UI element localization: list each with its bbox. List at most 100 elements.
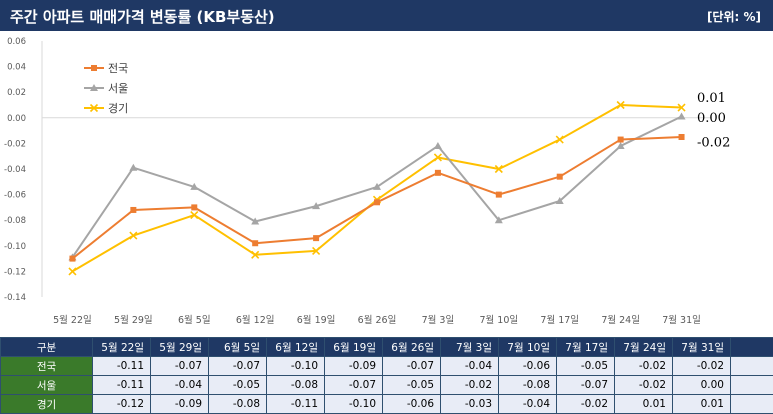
table-cell: -0.08 [267,376,325,395]
legend-label: 전국 [108,62,128,75]
end-value-label: -0.02 [697,135,730,150]
table-cell: -0.07 [557,376,615,395]
table-cell: 0.01 [615,395,673,414]
legend-marker [91,65,97,71]
table-cell: -0.05 [383,376,441,395]
x-tick-label: 7월 24일 [601,314,640,326]
table-cell: -0.05 [209,376,267,395]
x-tick-label: 6월 26일 [358,314,397,326]
legend-label: 서울 [108,82,128,95]
x-tick-label: 7월 17일 [540,314,579,326]
table-row: 서울 -0.11 -0.04 -0.05 -0.08 -0.07 -0.05 -… [1,376,773,395]
table-cell: -0.09 [325,357,383,376]
table-cell: -0.07 [325,376,383,395]
data-point [313,235,319,241]
table-cell: -0.04 [151,376,209,395]
y-tick-label: 0.04 [7,63,26,73]
data-point [129,164,137,171]
y-tick-label: -0.12 [4,267,26,277]
data-point [69,256,75,262]
table-header-row: 구분 5월 22일 5월 29일 6월 5일 6월 12일 6월 19일 6월 … [1,338,773,357]
column-header: 6월 12일 [267,338,325,357]
column-header: 7월 10일 [499,338,557,357]
data-point [679,134,685,140]
table-cell: -0.08 [209,395,267,414]
data-point [557,174,563,180]
table-row: 경기 -0.12 -0.09 -0.08 -0.11 -0.10 -0.06 -… [1,395,773,414]
table-cell: -0.11 [267,395,325,414]
y-tick-label: 0.00 [7,114,26,124]
table-cell: -0.04 [499,395,557,414]
unit-label: [단위: %] [707,8,761,25]
data-point [496,192,502,198]
table-cell: -0.05 [557,357,615,376]
x-tick-label: 5월 22일 [53,314,92,326]
y-tick-label: -0.10 [4,242,26,252]
data-table: 구분 5월 22일 5월 29일 6월 5일 6월 12일 6월 19일 6월 … [0,337,773,414]
y-tick-label: -0.02 [4,139,26,149]
x-tick-label: 6월 19일 [297,314,336,326]
legend-label: 경기 [108,102,128,115]
x-tick-label: 6월 12일 [236,314,275,326]
data-point [374,199,380,205]
y-tick-label: -0.04 [4,165,26,175]
data-point [130,207,136,213]
table-cell: -0.12 [93,395,151,414]
data-point [69,268,76,275]
table-cell: -0.08 [499,376,557,395]
row-label: 경기 [1,395,93,414]
end-value-label: 0.00 [697,111,726,126]
data-point [191,204,197,210]
table-cell: -0.10 [267,357,325,376]
table-cell: -0.02 [615,376,673,395]
data-point [618,137,624,143]
x-tick-label: 5월 29일 [114,314,153,326]
table-row: 전국 -0.11 -0.07 -0.07 -0.10 -0.09 -0.07 -… [1,357,773,376]
data-point [435,170,441,176]
y-tick-label: 0.02 [7,88,26,98]
table-pad-cell [731,357,773,376]
table-cell: -0.04 [441,357,499,376]
table-cell: -0.02 [557,395,615,414]
table-pad-cell [731,338,773,357]
table-cell: -0.06 [383,395,441,414]
chart-title: 주간 아파트 매매가격 변동률 (KB부동산) [10,6,275,27]
table-cell: -0.03 [441,395,499,414]
table-cell: -0.07 [383,357,441,376]
table-cell: -0.09 [151,395,209,414]
x-tick-label: 6월 5일 [178,314,211,326]
column-header: 6월 26일 [383,338,441,357]
column-header: 7월 24일 [615,338,673,357]
table-cell: -0.07 [151,357,209,376]
x-tick-label: 7월 3일 [422,314,455,326]
column-header: 7월 31일 [673,338,731,357]
title-bar: 주간 아파트 매매가격 변동률 (KB부동산) [단위: %] [0,0,773,31]
data-point [678,113,686,120]
table-cell: -0.10 [325,395,383,414]
table-cell: -0.06 [499,357,557,376]
column-header: 6월 19일 [325,338,383,357]
table-cell: -0.07 [209,357,267,376]
row-label: 서울 [1,376,93,395]
column-header: 5월 29일 [151,338,209,357]
x-tick-label: 7월 31일 [662,314,701,326]
table-pad-cell [731,376,773,395]
y-tick-label: -0.14 [4,293,26,303]
data-point [252,240,258,246]
table-cell: 0.01 [673,395,731,414]
row-label: 전국 [1,357,93,376]
x-tick-label: 7월 10일 [479,314,518,326]
column-header: 7월 3일 [441,338,499,357]
series-line-0 [72,137,681,259]
line-chart: 0.060.040.020.00-0.02-0.04-0.06-0.08-0.1… [0,31,773,337]
y-tick-label: -0.06 [4,191,26,201]
column-header: 5월 22일 [93,338,151,357]
table-cell: -0.02 [441,376,499,395]
table-cell: -0.02 [615,357,673,376]
end-value-label: 0.01 [697,91,726,106]
table-corner-cell: 구분 [1,338,93,357]
data-point [434,142,442,149]
y-tick-label: -0.08 [4,216,26,226]
table-cell: -0.02 [673,357,731,376]
column-header: 7월 17일 [557,338,615,357]
